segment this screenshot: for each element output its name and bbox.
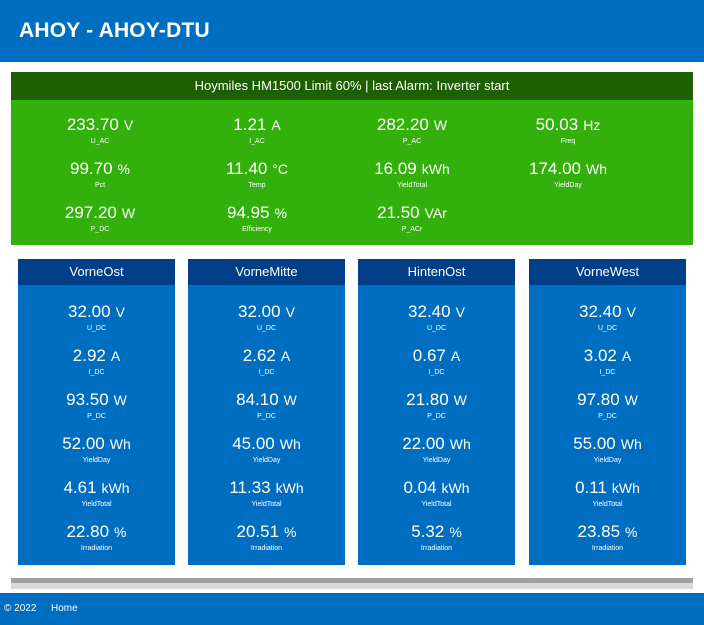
channel-value-u-dc: 32.00 V U_DC [68, 302, 125, 332]
channel-value-u-dc: 32.00 V U_DC [238, 302, 295, 332]
page-footer: © 2022 Home [0, 593, 704, 625]
channel-title: VorneOst [18, 259, 175, 285]
inverter-value-u-ac: 233.70 V U_AC [66, 115, 134, 145]
channel-value-i-dc: 2.92 A I_DC [72, 346, 121, 376]
channel-title: VorneWest [529, 259, 686, 285]
inverter-value-freq: 50.03 Hz Freq [535, 115, 601, 145]
copyright-text: © 2022 [4, 603, 37, 614]
channel-panel-hintenost: HintenOst 32.40 V U_DC 0.67 A I_DC 21.80 W P_D… [358, 259, 515, 565]
channel-value-yield-total: 0.11 kWh YieldTotal [575, 478, 640, 508]
channel-value-yield-total: 4.61 kWh YieldTotal [63, 478, 130, 508]
channel-value-u-dc: 32.40 V U_DC [579, 302, 636, 332]
inverter-value-p-dc: 297.20 W P_DC [64, 203, 136, 233]
channel-value-yield-day: 55.00 Wh YieldDay [573, 434, 642, 464]
inverter-value-temp: 11.40 °C Temp [226, 159, 288, 189]
page-header: AHOY - AHOY-DTU [0, 0, 704, 62]
inverter-value-i-ac: 1.21 A I_AC [233, 115, 281, 145]
inverter-value-pct: 99.70% Pct [70, 159, 130, 189]
channel-value-yield-day: 22.00 Wh YieldDay [402, 434, 471, 464]
channel-value-yield-total: 0.04 kWh YieldTotal [403, 478, 470, 508]
channel-value-irradiation: 20.51% Irradiation [236, 522, 297, 552]
inverter-value-p-acr: 21.50 VAr P_ACr [377, 203, 447, 233]
inverter-value-p-ac: 282.20 W P_AC [376, 115, 448, 145]
channel-value-p-dc: 84.10 W P_DC [236, 390, 297, 420]
channel-value-p-dc: 21.80 W P_DC [406, 390, 467, 420]
channel-value-i-dc: 0.67 A I_DC [412, 346, 461, 376]
inverter-value-yield-day: 174.00 Wh YieldDay [529, 159, 607, 189]
channel-value-yield-day: 45.00 Wh YieldDay [232, 434, 301, 464]
channel-value-i-dc: 2.62 A I_DC [242, 346, 291, 376]
refresh-progress-bar [11, 578, 693, 589]
channel-value-yield-total: 11.33 kWh YieldTotal [229, 478, 304, 508]
home-link[interactable]: Home [51, 603, 78, 614]
page-title: AHOY - AHOY-DTU [19, 19, 210, 42]
channel-value-irradiation: 22.80% Irradiation [66, 522, 127, 552]
inverter-value-efficiency: 94.95% Efficiency [227, 203, 287, 233]
channel-panel-vornemitte: VorneMitte 32.00 V U_DC 2.62 A I_DC 84.10 W P_… [188, 259, 345, 565]
inverter-panel: Hoymiles HM1500 Limit 60% | last Alarm: … [11, 72, 693, 245]
channel-panel-vorneost: VorneOst 32.00 V U_DC 2.92 A I_DC 93.50 W P_DC… [18, 259, 175, 565]
channel-value-u-dc: 32.40 V U_DC [408, 302, 465, 332]
inverter-value-yield-total: 16.09 kWh YieldTotal [374, 159, 450, 189]
inverter-title: Hoymiles HM1500 Limit 60% | last Alarm: … [11, 72, 693, 100]
progress-fill [11, 578, 693, 583]
channel-value-p-dc: 93.50 W P_DC [66, 390, 127, 420]
inverter-values: 233.70 V U_AC 1.21 A I_AC 282.20 W P_AC 50.03 H… [11, 100, 693, 245]
channel-value-irradiation: 5.32% Irradiation [411, 522, 462, 552]
channel-value-i-dc: 3.02 A I_DC [583, 346, 632, 376]
channel-value-irradiation: 23.85% Irradiation [577, 522, 638, 552]
channel-value-p-dc: 97.80 W P_DC [577, 390, 638, 420]
channel-title: VorneMitte [188, 259, 345, 285]
channel-title: HintenOst [358, 259, 515, 285]
channel-panel-vornewest: VorneWest 32.40 V U_DC 3.02 A I_DC 97.80 W P_D… [529, 259, 686, 565]
channel-value-yield-day: 52.00 Wh YieldDay [62, 434, 131, 464]
